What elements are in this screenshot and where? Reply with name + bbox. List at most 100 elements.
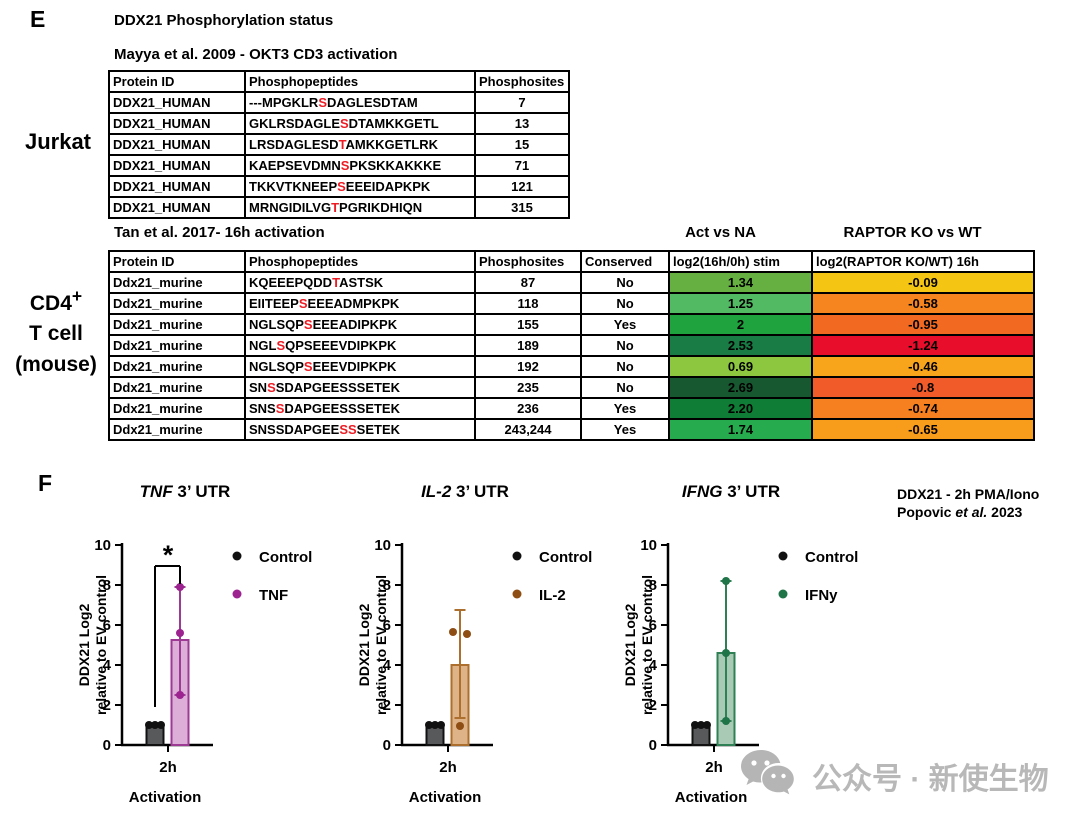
act-vs-na-cell: 2 xyxy=(668,313,813,336)
tan-table: Protein ID Phosphopeptides Phosphosites Con… xyxy=(108,250,1035,441)
legend-dot xyxy=(778,589,788,599)
header-row: Protein ID Phosphopeptides Phosphosites Con… xyxy=(108,250,1035,273)
y-tick-label: 10 xyxy=(640,537,657,554)
peptide-cell: ---MPGKLRSDAGLESDTAM xyxy=(244,91,476,114)
gene-name: IL-2 xyxy=(421,482,452,501)
x-axis-title: Activation xyxy=(129,789,202,806)
chart-title: IFNG 3’ UTR xyxy=(636,482,826,502)
peptide-cell: KAEPSEVDMNSPKSKKAKKKE xyxy=(244,154,476,177)
peptide-cell: MRNGIDILVGTPGRIKDHIQN xyxy=(244,196,476,219)
act-vs-na-cell: 1.25 xyxy=(668,292,813,315)
data-point xyxy=(437,721,445,729)
raptor-ko-header: RAPTOR KO vs WT xyxy=(843,224,982,241)
cd4-label-line2: T cell xyxy=(29,322,83,346)
y-axis-title: relative to EV control xyxy=(93,575,109,715)
phospho-residue: T xyxy=(338,137,346,152)
data-point xyxy=(456,722,464,730)
jurkat-label: Jurkat xyxy=(24,129,92,154)
phospho-residue: S xyxy=(303,359,313,374)
y-tick-label: 10 xyxy=(374,537,391,554)
legend-label: IL-2 xyxy=(539,587,566,604)
y-tick-label: 6 xyxy=(383,617,391,634)
column-header: Phosphosites xyxy=(474,70,570,93)
chart-canvas: 0 2 4 6 8 10 2h Activation DDX21 Log2 relative to… xyxy=(356,537,592,806)
raptor-ko-cell: -0.46 xyxy=(811,355,1035,378)
column-header: Phosphopeptides xyxy=(244,70,476,93)
peptide-cell: SNSSDAPGEESSSETEK xyxy=(244,418,476,441)
protein-id-cell: Ddx21_murine xyxy=(108,376,246,399)
protein-id-cell: Ddx21_murine xyxy=(108,397,246,420)
table1-caption: Mayya et al. 2009 - OKT3 CD3 activation xyxy=(114,46,398,63)
peptide-cell: LRSDAGLESDTAMKKGETLRK xyxy=(244,133,476,156)
column-header: log2(16h/0h) stim xyxy=(668,250,813,273)
phosphosite-cell: 121 xyxy=(474,175,570,198)
x-tick-label: 2h xyxy=(159,759,177,776)
conserved-cell: Yes xyxy=(580,313,670,336)
phosphosite-cell: 118 xyxy=(474,292,582,315)
table-row: DDX21_HUMAN KAEPSEVDMNSPKSKKAKKKE 71 xyxy=(108,154,570,177)
phospho-residue: S xyxy=(340,158,350,173)
data-point xyxy=(449,628,457,636)
table-row: Ddx21_murine SNSSDAPGEESSSETEK 235 No 2.69 -0… xyxy=(108,376,1035,399)
legend-label: IFNy xyxy=(805,587,838,604)
title-rest: 3’ UTR xyxy=(722,482,781,501)
phosphosite-cell: 243,244 xyxy=(474,418,582,441)
y-axis-title: relative to EV control xyxy=(639,575,655,715)
panel-f-label: F xyxy=(38,470,53,496)
data-point xyxy=(431,721,439,729)
peptide-cell: EIITEEPSEEEADMPKPK xyxy=(244,292,476,315)
table-row: Ddx21_murine NGLSQPSEEEVDIPKPK 192 No 0.69 -0… xyxy=(108,355,1035,378)
y-tick-label: 6 xyxy=(103,617,111,634)
tan-table-wrap: Protein ID Phosphopeptides Phosphosites Con… xyxy=(108,250,1035,441)
title-rest: 3’ UTR xyxy=(451,482,509,501)
protein-id-cell: Ddx21_murine xyxy=(108,292,246,315)
phosphosite-cell: 315 xyxy=(474,196,570,219)
y-tick-label: 2 xyxy=(649,697,657,714)
y-axis-title: DDX21 Log2 xyxy=(622,604,638,687)
table-row: Ddx21_murine SNSSDAPGEESSSETEK 236 Yes 2.20-… xyxy=(108,397,1035,420)
bar-chart-ifng: IFNG 3’ UTR 0 2 4 6 8 10 2h Activation DDX21 Log… xyxy=(621,480,911,817)
legend-dot xyxy=(232,551,242,561)
peptide-cell: NGLSQPSEEEVDIPKPK xyxy=(244,334,476,357)
raptor-ko-cell: -0.8 xyxy=(811,376,1035,399)
peptide-cell: KQEEEPQDDTASTSK xyxy=(244,271,476,294)
table-row: DDX21_HUMAN GKLRSDAGLESDTAMKKGETL 13 xyxy=(108,112,570,135)
data-point xyxy=(703,721,711,729)
protein-id-cell: DDX21_HUMAN xyxy=(108,133,246,156)
y-tick-label: 2 xyxy=(383,697,391,714)
phosphosite-cell: 192 xyxy=(474,355,582,378)
phospho-residue: S xyxy=(339,422,348,437)
bar-chart-tnf: TNF 3’ UTR 0 2 4 6 8 10 2h Activation DDX21 Log2… xyxy=(75,480,365,817)
protein-id-cell: DDX21_HUMAN xyxy=(108,112,246,135)
phospho-residue: T xyxy=(331,200,340,215)
phospho-residue: S xyxy=(303,317,313,332)
conserved-cell: No xyxy=(580,292,670,315)
protein-id-cell: Ddx21_murine xyxy=(108,334,246,357)
protein-id-cell: DDX21_HUMAN xyxy=(108,91,246,114)
data-point xyxy=(463,630,471,638)
legend-dot xyxy=(778,551,788,561)
data-point xyxy=(176,691,184,699)
legend-label: TNF xyxy=(259,587,288,604)
phospho-residue: S xyxy=(298,296,308,311)
y-tick-label: 6 xyxy=(649,617,657,634)
act-vs-na-cell: 2.69 xyxy=(668,376,813,399)
y-tick-label: 10 xyxy=(94,537,111,554)
x-axis-title: Activation xyxy=(675,789,748,806)
legend-dot xyxy=(512,551,522,561)
phosphosite-cell: 235 xyxy=(474,376,582,399)
column-header: Conserved xyxy=(580,250,670,273)
conserved-cell: No xyxy=(580,271,670,294)
y-tick-label: 0 xyxy=(103,737,111,754)
y-tick-label: 8 xyxy=(103,577,111,594)
figure-title: DDX21 Phosphorylation status xyxy=(114,12,334,29)
chart-title: IL-2 3’ UTR xyxy=(370,482,560,502)
y-tick-label: 0 xyxy=(649,737,657,754)
data-point xyxy=(691,721,699,729)
phosphosite-cell: 15 xyxy=(474,133,570,156)
significance-star: * xyxy=(163,540,174,570)
mayya-table-wrap: Protein ID Phosphopeptides Phosphosites DDX… xyxy=(108,70,570,219)
raptor-ko-cell: -0.09 xyxy=(811,271,1035,294)
conserved-cell: No xyxy=(580,355,670,378)
phosphosite-cell: 236 xyxy=(474,397,582,420)
